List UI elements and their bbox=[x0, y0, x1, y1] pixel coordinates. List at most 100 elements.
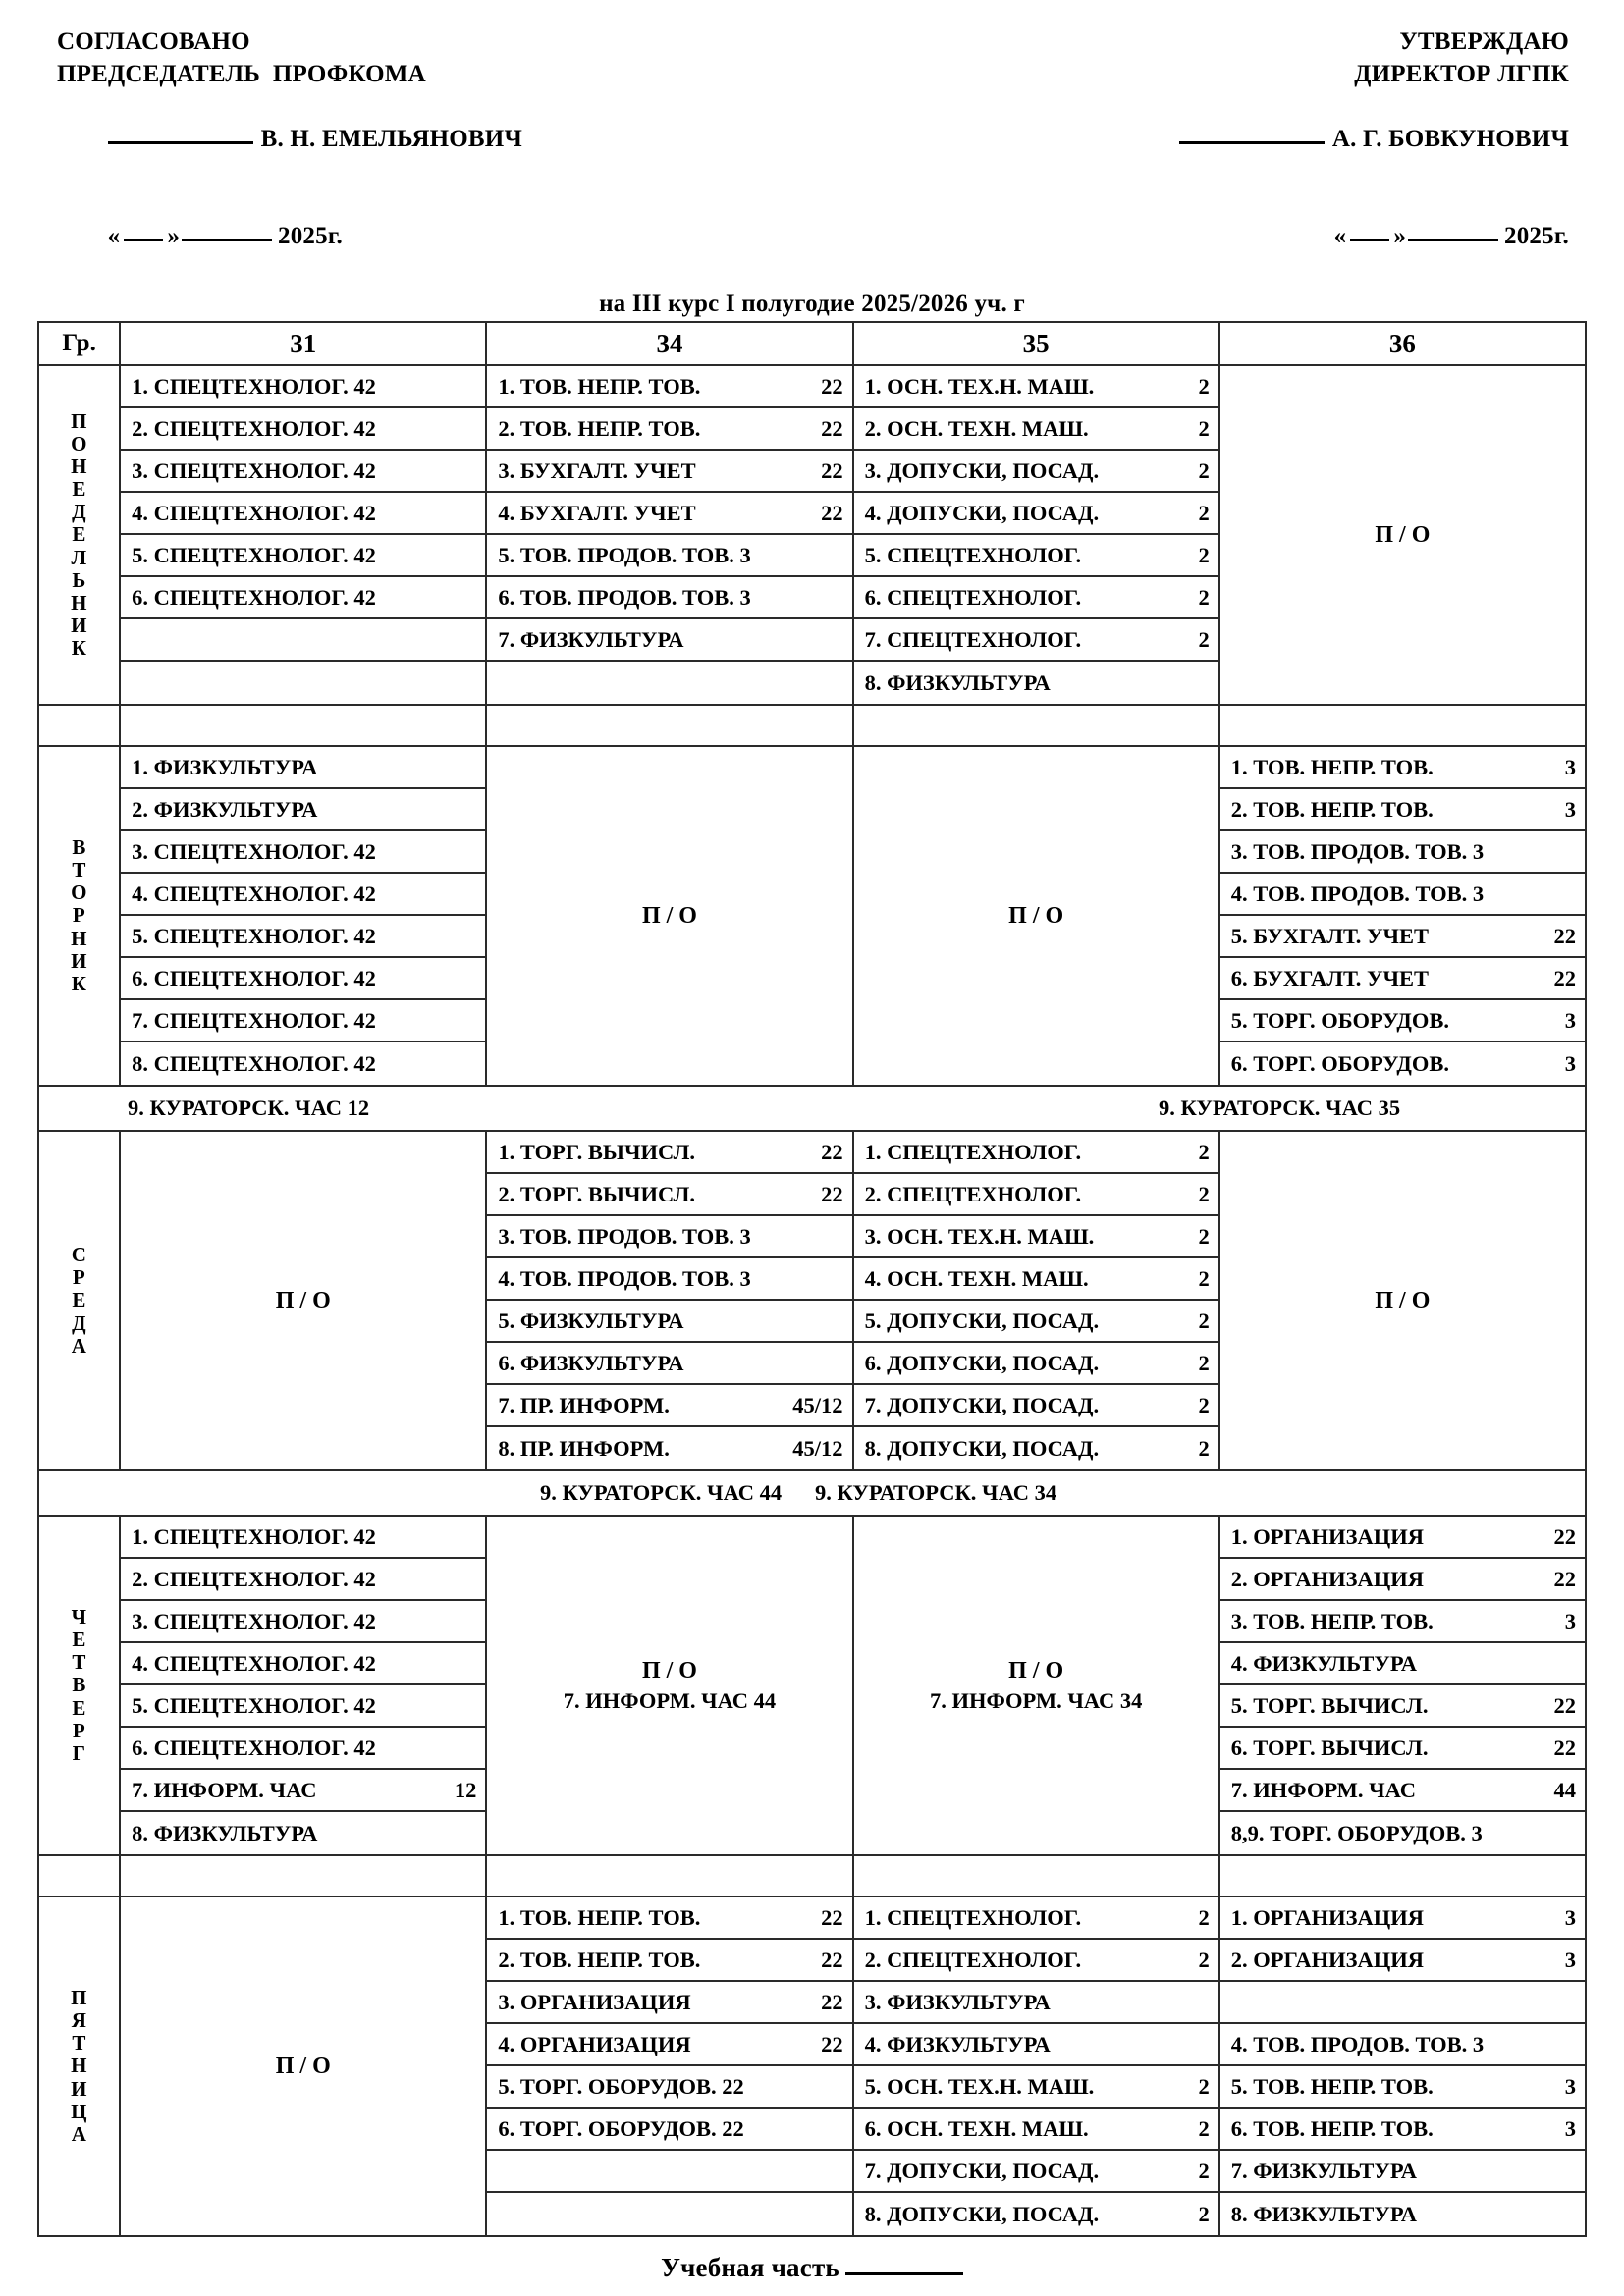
lesson-name: 4. ОРГАНИЗАЦИЯ bbox=[498, 2031, 691, 2056]
lesson-row: 2. ОРГАНИЗАЦИЯ 22 bbox=[1219, 1559, 1585, 1601]
curator-hour-cell: 9. КУРАТОРСК. ЧАС 12 9. КУРАТОРСК. ЧАС 35 bbox=[37, 1085, 1587, 1132]
page-title: на III курс I полугодие 2025/2026 уч. г bbox=[599, 291, 1025, 317]
lesson-row: 1. ТОВ. НЕПР. ТОВ. 3 bbox=[1219, 747, 1585, 789]
approver-name-left: В. Н. ЕМЕЛЬЯНОВИЧ bbox=[260, 126, 522, 152]
lesson-row: 2. ТОРГ. ВЫЧИСЛ. 22 bbox=[487, 1174, 852, 1216]
day-row-четверг: Ч Е Т В Е Р Г 1. СПЕЦТЕХНОЛОГ. 42 2. СПЕЦТЕХНОЛО… bbox=[36, 1515, 1588, 1856]
practice-label: П / О bbox=[1008, 902, 1064, 929]
practice-label: П / О bbox=[1008, 1657, 1064, 1683]
date-day-blank-right bbox=[1350, 239, 1390, 241]
lesson-room: 2 bbox=[1198, 500, 1210, 525]
approver-name-left-row: В. Н. ЕМЕЛЬЯНОВИЧ bbox=[57, 90, 522, 187]
lesson-row: 8. СПЕЦТЕХНОЛОГ. 42 bbox=[121, 1042, 485, 1085]
lesson-name: 6. БУХГАЛТ. УЧЕТ bbox=[1230, 965, 1430, 990]
schedule-cell-group-31: 1. СПЕЦТЕХНОЛОГ. 42 2. СПЕЦТЕХНОЛОГ. 42 3.… bbox=[119, 1515, 488, 1856]
lesson-room: 22 bbox=[821, 1904, 843, 1930]
lesson-row: 4. ОСН. ТЕХН. МАШ. 2 bbox=[853, 1258, 1218, 1301]
separator-cell bbox=[851, 1854, 1220, 1897]
lesson-row: 8. ПР. ИНФОРМ. 45/12 bbox=[487, 1427, 851, 1469]
curator-hour-label: 9. КУРАТОРСК. ЧАС 34 bbox=[815, 1480, 1057, 1505]
day-label-letter: И bbox=[71, 613, 87, 637]
lesson-row: 5. ТОВ. НЕПР. ТОВ. 3 bbox=[1219, 2066, 1585, 2109]
day-label-letter: Н bbox=[71, 454, 87, 479]
lesson-name: 3. ФИЗКУЛЬТУРА bbox=[864, 1989, 1051, 2014]
schedule-cell-group-35: 1. ОСН. ТЕХ.Н. МАШ. 2 2. ОСН. ТЕХН. МАШ. 2 3… bbox=[851, 364, 1220, 706]
lesson-name: 4. ДОПУСКИ, ПОСАД. bbox=[864, 500, 1100, 525]
lesson-row: 2. СПЕЦТЕХНОЛОГ. 2 bbox=[853, 1940, 1218, 1982]
separator-cell bbox=[485, 704, 854, 747]
lesson-name: 3. СПЕЦТЕХНОЛОГ. 42 bbox=[132, 457, 376, 483]
lesson-name: 5. БУХГАЛТ. УЧЕТ bbox=[1230, 923, 1430, 948]
lesson-room: 2 bbox=[1198, 2073, 1210, 2099]
signature-line-right bbox=[1178, 141, 1325, 144]
lesson-row: 8. ФИЗКУЛЬТУРА bbox=[854, 662, 1218, 704]
lesson-name: 4. СПЕЦТЕХНОЛОГ. 42 bbox=[132, 881, 376, 906]
lesson-row: 5. СПЕЦТЕХНОЛОГ. 42 bbox=[121, 535, 486, 577]
lesson-name: 6. ФИЗКУЛЬТУРА bbox=[498, 1350, 684, 1375]
date-quote-close-left: » bbox=[167, 223, 181, 249]
date-line-left: « » 2025г. bbox=[57, 187, 343, 285]
lesson-row: 1. ОРГАНИЗАЦИЯ 3 bbox=[1219, 1897, 1585, 1940]
lesson-room: 22 bbox=[821, 373, 843, 399]
practice-cell: П / О 7. ИНФОРМ. ЧАС 34 bbox=[854, 1655, 1218, 1717]
schedule-table: Гр. 31 34 35 36 П О Н Е Д Е Л Ь Н И К 1. СПЕЦТЕХНОЛОГ. 4… bbox=[36, 321, 1588, 2237]
day-label-letter: Н bbox=[71, 2054, 87, 2078]
lesson-row: 1. СПЕЦТЕХНОЛОГ. 42 bbox=[121, 1517, 486, 1559]
practice-label: П / О bbox=[641, 902, 697, 929]
day-label-letter: Ц bbox=[71, 2099, 87, 2123]
lesson-name: 6. ТОВ. ПРОДОВ. ТОВ. 3 bbox=[498, 584, 751, 610]
lesson-row: 6. БУХГАЛТ. УЧЕТ 22 bbox=[1219, 958, 1585, 1000]
schedule-cell-group-36: 1. ТОВ. НЕПР. ТОВ. 3 2. ТОВ. НЕПР. ТОВ. 3 3.… bbox=[1218, 745, 1588, 1087]
lesson-room: 22 bbox=[1553, 1566, 1577, 1591]
practice-label: П / О bbox=[275, 2053, 331, 2079]
lesson-name: 7. ФИЗКУЛЬТУРА bbox=[498, 626, 684, 652]
schedule-cell-group-34: П / О bbox=[485, 745, 854, 1087]
schedule-cell-group-36: П / О bbox=[1218, 364, 1588, 706]
lesson-name: 5. СПЕЦТЕХНОЛОГ. 42 bbox=[132, 542, 376, 567]
lesson-name: 5. ТОВ. ПРОДОВ. ТОВ. 3 bbox=[498, 542, 751, 567]
lesson-name: 2. СПЕЦТЕХНОЛОГ. 42 bbox=[132, 1566, 376, 1591]
lesson-name: 3. СПЕЦТЕХНОЛОГ. 42 bbox=[132, 838, 376, 864]
separator-cell bbox=[36, 704, 122, 747]
lesson-name: 4. ТОВ. ПРОДОВ. ТОВ. 3 bbox=[1230, 881, 1485, 906]
lesson-name: 7. ПР. ИНФОРМ. bbox=[498, 1392, 670, 1417]
approver-name-right: А. Г. БОВКУНОВИЧ bbox=[1331, 126, 1569, 152]
lesson-row: 6. СПЕЦТЕХНОЛОГ. 2 bbox=[853, 577, 1218, 619]
curator-hour-row: 9. КУРАТОРСК. ЧАС 44 9. КУРАТОРСК. ЧАС 34 bbox=[37, 1469, 1587, 1517]
lesson-room: 2 bbox=[1198, 1392, 1210, 1417]
lesson-row: 6. ТОВ. ПРОДОВ. ТОВ. 3 bbox=[487, 577, 852, 619]
lesson-name: 7. СПЕЦТЕХНОЛОГ. bbox=[864, 626, 1082, 652]
lesson-row: 2. ТОВ. НЕПР. ТОВ. 22 bbox=[487, 408, 852, 451]
lesson-room: 22 bbox=[821, 1181, 843, 1206]
day-label-letter: Е bbox=[72, 477, 86, 502]
lesson-name: 1. СПЕЦТЕХНОЛОГ. bbox=[864, 1904, 1082, 1930]
lesson-name: 6. ТОРГ. ОБОРУДОВ. bbox=[1230, 1050, 1450, 1076]
lesson-row: 7. ДОПУСКИ, ПОСАД. 2 bbox=[853, 2151, 1218, 2193]
lesson-room: 3 bbox=[1564, 1947, 1576, 1972]
day-label-letter: Е bbox=[72, 522, 86, 547]
schedule-cell-group-36: 1. ОРГАНИЗАЦИЯ 22 2. ОРГАНИЗАЦИЯ 22 3. ТОВ. … bbox=[1218, 1515, 1588, 1856]
approver-title-left: ПРЕДСЕДАТЕЛЬ ПРОФКОМА bbox=[57, 61, 426, 87]
separator-cell bbox=[36, 1854, 122, 1897]
lesson-row: 6. ТОРГ. ВЫЧИСЛ. 22 bbox=[1219, 1728, 1585, 1770]
schedule-cell-group-34: 1. ТОРГ. ВЫЧИСЛ. 22 2. ТОРГ. ВЫЧИСЛ. 22 3. Т… bbox=[485, 1130, 854, 1471]
lesson-name: 7. ДОПУСКИ, ПОСАД. bbox=[864, 2158, 1100, 2183]
document-header: СОГЛАСОВАНО ПРЕДСЕДАТЕЛЬ ПРОФКОМА В. Н. … bbox=[37, 26, 1587, 285]
lesson-room: 2 bbox=[1198, 1435, 1210, 1461]
date-month-blank-right bbox=[1408, 239, 1499, 241]
practice-label: П / О bbox=[1375, 521, 1431, 548]
lesson-row: 3. ФИЗКУЛЬТУРА bbox=[853, 1982, 1218, 2024]
lesson-name: 8. ПР. ИНФОРМ. bbox=[498, 1435, 670, 1461]
lesson-name: 2. ТОРГ. ВЫЧИСЛ. bbox=[498, 1181, 696, 1206]
lesson-row: 7. ПР. ИНФОРМ. 45/12 bbox=[487, 1385, 852, 1427]
lesson-list: 1. СПЕЦТЕХНОЛОГ. 2 2. СПЕЦТЕХНОЛОГ. 2 3. ОСН… bbox=[853, 1132, 1218, 1469]
lesson-name: 7. СПЕЦТЕХНОЛОГ. 42 bbox=[132, 1007, 376, 1033]
separator-row bbox=[36, 704, 1588, 747]
lesson-name: 8. ДОПУСКИ, ПОСАД. bbox=[864, 2201, 1100, 2226]
lesson-room: 44 bbox=[1553, 1777, 1577, 1802]
lesson-name: 8. СПЕЦТЕХНОЛОГ. 42 bbox=[132, 1050, 376, 1076]
lesson-name: 5. ТОВ. НЕПР. ТОВ. bbox=[1230, 2073, 1434, 2099]
curator-hour-label: 9. КУРАТОРСК. ЧАС 35 bbox=[1159, 1095, 1401, 1120]
lesson-room: 22 bbox=[1553, 1735, 1577, 1760]
